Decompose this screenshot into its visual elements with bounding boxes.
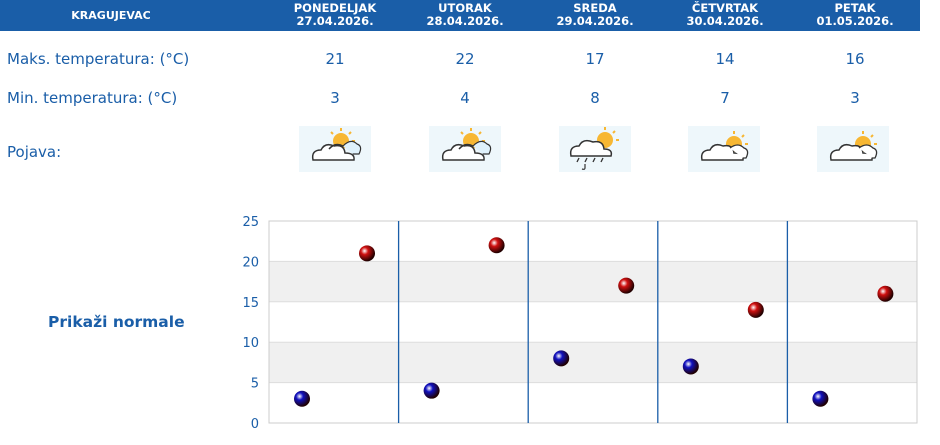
partly-cloudy-icon <box>299 126 371 172</box>
min-temp-value: 3 <box>850 89 860 107</box>
min-temp-value: 7 <box>720 89 730 107</box>
max-temp-point <box>359 245 375 262</box>
min-temp-point <box>553 350 570 367</box>
y-tick-label: 5 <box>251 377 259 392</box>
min-temp-point <box>423 382 440 399</box>
day-date: 01.05.2026. <box>816 14 894 28</box>
day-header-5: PETAK 01.05.2026. <box>790 0 920 31</box>
y-tick-label: 20 <box>242 255 259 270</box>
y-tick-label: 0 <box>251 417 259 432</box>
min-temp-label: Min. temperatura: (°C) <box>7 89 178 107</box>
y-tick-label: 10 <box>242 336 259 351</box>
plot-frame <box>268 220 918 424</box>
day-date: 30.04.2026. <box>686 14 764 28</box>
show-normals-link[interactable]: Prikaži normale <box>48 313 185 331</box>
day-name: SREDA <box>573 1 617 15</box>
grid-band <box>269 342 917 383</box>
day-header-4: ČETVRTAK 30.04.2026. <box>660 0 790 31</box>
day-header-1: PONEDELJAK 27.04.2026. <box>270 0 400 31</box>
min-temp-point <box>294 390 310 407</box>
city-name: KRAGUJEVAC <box>71 9 151 22</box>
phenomenon-label: Pojava: <box>7 143 62 161</box>
day-name: PONEDELJAK <box>293 1 377 15</box>
day-name: UTORAK <box>438 1 492 15</box>
max-temp-point <box>877 285 894 302</box>
max-temp-value: 16 <box>845 50 865 68</box>
day-name: ČETVRTAK <box>691 1 759 15</box>
grid-band <box>269 261 917 302</box>
day-header-2: UTORAK 28.04.2026. <box>400 0 530 31</box>
day-date: 27.04.2026. <box>296 14 374 28</box>
min-temp-point <box>812 390 829 407</box>
max-temp-value: 14 <box>715 50 735 68</box>
day-name: PETAK <box>834 1 876 15</box>
day-header-3: SREDA 29.04.2026. <box>530 0 660 31</box>
max-temp-value: 22 <box>455 50 475 68</box>
cloudy-sun-icon <box>817 126 889 172</box>
y-tick-label: 15 <box>242 296 259 311</box>
min-temp-point <box>682 358 699 375</box>
forecast-header: KRAGUJEVAC PONEDELJAK 27.04.2026. UTORAK… <box>0 0 920 31</box>
max-temp-value: 21 <box>325 50 345 68</box>
rain-shower-icon <box>559 126 631 172</box>
max-temp-value: 17 <box>585 50 605 68</box>
y-tick-label: 25 <box>242 215 259 230</box>
max-temp-point <box>747 301 764 318</box>
max-temp-point <box>488 237 505 254</box>
min-temp-value: 4 <box>460 89 470 107</box>
max-temp-point <box>618 277 635 294</box>
day-date: 29.04.2026. <box>556 14 634 28</box>
min-temp-value: 3 <box>330 89 340 107</box>
day-date: 28.04.2026. <box>426 14 504 28</box>
max-temp-label: Maks. temperatura: (°C) <box>7 50 190 68</box>
partly-cloudy-icon <box>429 126 501 172</box>
cloudy-sun-icon <box>688 126 760 172</box>
min-temp-value: 8 <box>590 89 600 107</box>
